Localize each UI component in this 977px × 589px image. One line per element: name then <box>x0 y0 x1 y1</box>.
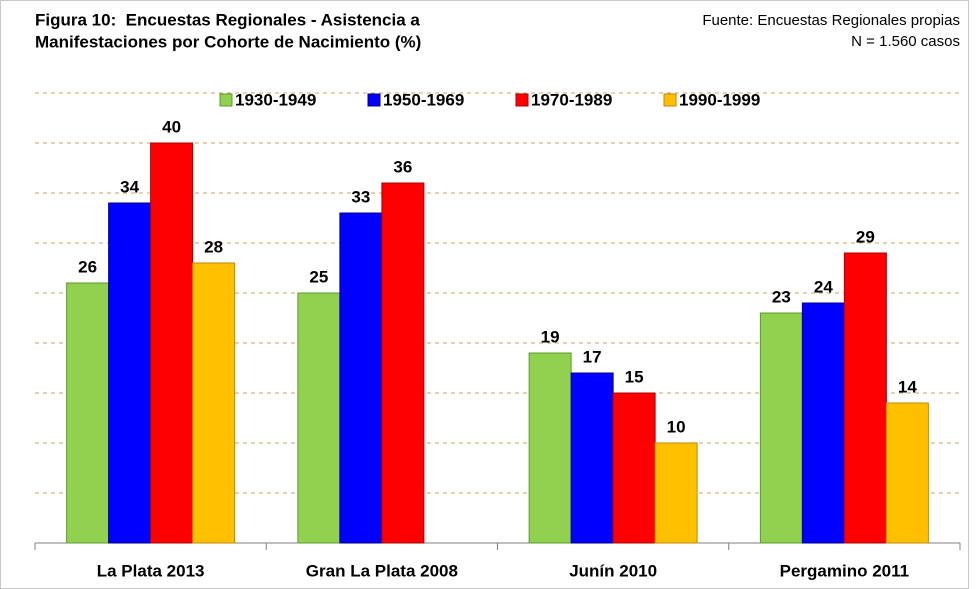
bar <box>654 442 698 544</box>
bar <box>885 402 929 544</box>
data-label: 14 <box>898 377 917 396</box>
data-label: 10 <box>667 417 686 436</box>
bar <box>381 182 425 544</box>
source-note: N = 1.560 casos <box>851 33 960 50</box>
legend-swatch <box>515 93 529 107</box>
bar <box>66 282 110 544</box>
bar <box>339 212 383 544</box>
data-label: 34 <box>120 177 139 196</box>
legend-label: 1950-1969 <box>383 90 464 109</box>
bar <box>192 262 236 544</box>
bar <box>801 302 845 544</box>
legend-swatch <box>663 93 677 107</box>
data-label: 24 <box>814 277 833 296</box>
legend-swatch <box>219 93 233 107</box>
bar <box>843 252 887 544</box>
legend-swatch <box>367 93 381 107</box>
x-tick-label: Pergamino 2011 <box>780 561 909 580</box>
data-label: 40 <box>162 117 181 136</box>
source-note: Fuente: Encuestas Regionales propias <box>702 12 960 29</box>
data-label: 19 <box>541 327 560 346</box>
bar <box>612 392 656 544</box>
data-label: 26 <box>78 257 97 276</box>
bar <box>570 372 614 544</box>
bar <box>297 292 341 544</box>
data-label: 36 <box>393 157 412 176</box>
x-tick-label: La Plata 2013 <box>97 561 205 580</box>
data-label: 17 <box>583 347 602 366</box>
bar <box>528 352 572 544</box>
data-label: 25 <box>309 267 328 286</box>
bar <box>150 142 194 544</box>
legend-label: 1990-1999 <box>679 90 760 109</box>
data-label: 28 <box>204 237 223 256</box>
chart-title: Figura 10: Encuestas Regionales - Asiste… <box>35 10 420 29</box>
x-tick-label: Gran La Plata 2008 <box>306 561 458 580</box>
data-label: 23 <box>772 287 791 306</box>
data-label: 29 <box>856 227 875 246</box>
data-label: 33 <box>351 187 370 206</box>
bar <box>759 312 803 544</box>
data-label: 15 <box>625 367 644 386</box>
legend-label: 1930-1949 <box>235 90 316 109</box>
chart-title: Manifestaciones por Cohorte de Nacimient… <box>35 32 421 51</box>
x-tick-label: Junín 2010 <box>569 561 657 580</box>
legend-label: 1970-1989 <box>531 90 612 109</box>
bar <box>108 202 152 544</box>
